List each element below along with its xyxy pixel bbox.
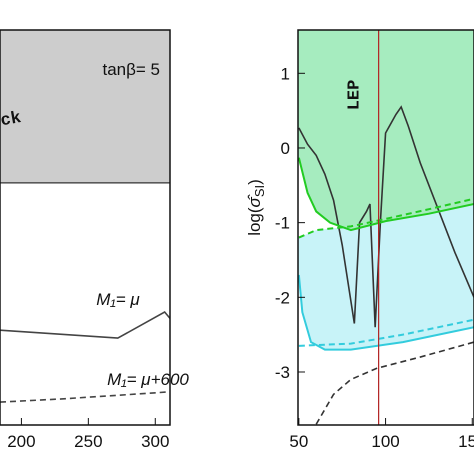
y-tick-label: -1 [275, 214, 290, 233]
series-label: M₁= μ+600 [107, 370, 189, 389]
green-band [298, 30, 474, 231]
x-tick-label: 200 [7, 432, 35, 451]
plot-area: tanβ= 5 ck [0, 30, 170, 403]
series-line [298, 197, 474, 239]
x-tick-label: 100 [371, 432, 399, 451]
y-tick-label: 0 [281, 139, 290, 158]
x-tick-label: 50 [289, 432, 308, 451]
series-line [298, 105, 474, 328]
plot-area: LEP [298, 30, 474, 425]
series-line [315, 341, 474, 425]
x-tick-label: 250 [74, 432, 102, 451]
series-line [0, 391, 170, 403]
series-label: M₁= μ [96, 290, 140, 309]
y-tick-label: -2 [275, 288, 290, 307]
x-tick-label: 300 [141, 432, 169, 451]
y-label-part: σ̂ [245, 194, 264, 207]
frame [0, 29, 171, 426]
overlay-text: ck [0, 109, 23, 131]
region-label: tanβ= 5 [102, 60, 160, 79]
y-label-part: SI [252, 185, 267, 197]
lep-label: LEP [346, 80, 365, 111]
cyan-band [298, 203, 474, 350]
x-tick-label: 150 [458, 432, 474, 451]
series-line [298, 318, 474, 347]
series-line [298, 157, 474, 232]
excluded-region [0, 30, 170, 183]
y-axis-label: log(σ̂SI) [245, 179, 267, 236]
series-line [298, 274, 474, 351]
series-line [0, 311, 170, 339]
y-label-part: log( [245, 207, 264, 236]
y-tick-label: 1 [281, 64, 290, 83]
y-tick-label: -3 [275, 363, 290, 382]
y-label-part: ) [245, 179, 264, 185]
